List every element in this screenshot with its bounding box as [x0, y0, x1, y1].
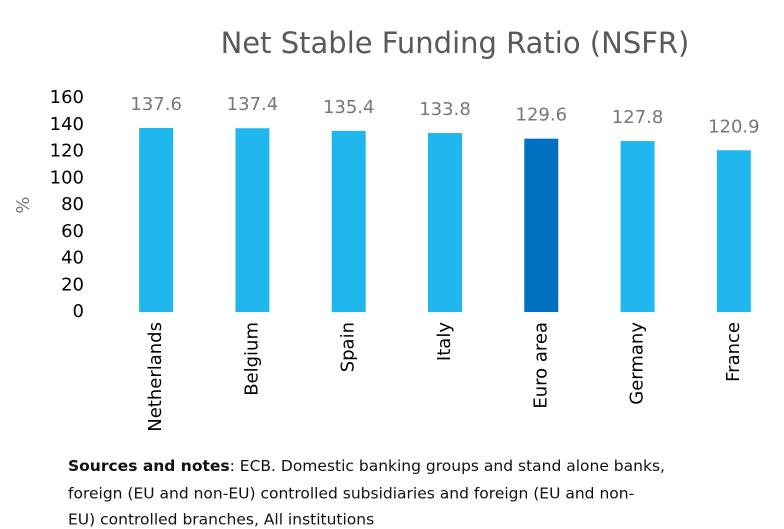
value-label: 129.6 — [516, 105, 568, 126]
bar — [716, 150, 751, 312]
x-tick-label: Belgium — [241, 322, 262, 396]
y-tick-label: 140 — [50, 114, 84, 135]
note-line: Sources and notes: ECB. Domestic banking… — [68, 457, 665, 475]
x-tick-label: Italy — [434, 322, 455, 361]
chart-title: Net Stable Funding Ratio (NSFR) — [221, 26, 690, 60]
y-tick-label: 60 — [61, 221, 84, 242]
value-label: 127.8 — [612, 107, 664, 128]
y-tick-label: 120 — [50, 141, 84, 162]
note-text: : ECB. Domestic banking groups and stand… — [230, 457, 665, 475]
x-tick-label: Netherlands — [145, 322, 166, 432]
value-label: 135.4 — [323, 97, 375, 118]
value-label: 137.6 — [130, 94, 182, 115]
bar — [139, 127, 174, 313]
y-axis-label: % — [13, 196, 34, 213]
x-tick-label: France — [723, 322, 744, 382]
bar — [428, 133, 462, 312]
note-label: Sources and notes — [68, 457, 230, 475]
bar — [331, 130, 366, 312]
y-tick-label: 100 — [50, 167, 84, 188]
x-tick-label: Euro area — [530, 322, 551, 409]
y-tick-label: 20 — [61, 274, 84, 295]
bar — [235, 128, 270, 312]
x-tick-label: Spain — [338, 322, 359, 372]
value-label: 137.4 — [227, 94, 279, 115]
note-text: EU) controlled branches, All institution… — [68, 511, 374, 529]
x-tick-label: Germany — [627, 322, 648, 405]
value-label: 120.9 — [708, 116, 760, 137]
note-text: foreign (EU and non-EU) controlled subsi… — [68, 485, 634, 503]
y-tick-label: 40 — [61, 248, 84, 269]
value-label: 133.8 — [419, 99, 471, 120]
y-tick-label: 0 — [73, 301, 84, 322]
bar — [524, 138, 559, 312]
y-tick-label: 80 — [61, 194, 84, 215]
y-tick-label: 160 — [50, 87, 84, 108]
bar — [620, 141, 655, 312]
